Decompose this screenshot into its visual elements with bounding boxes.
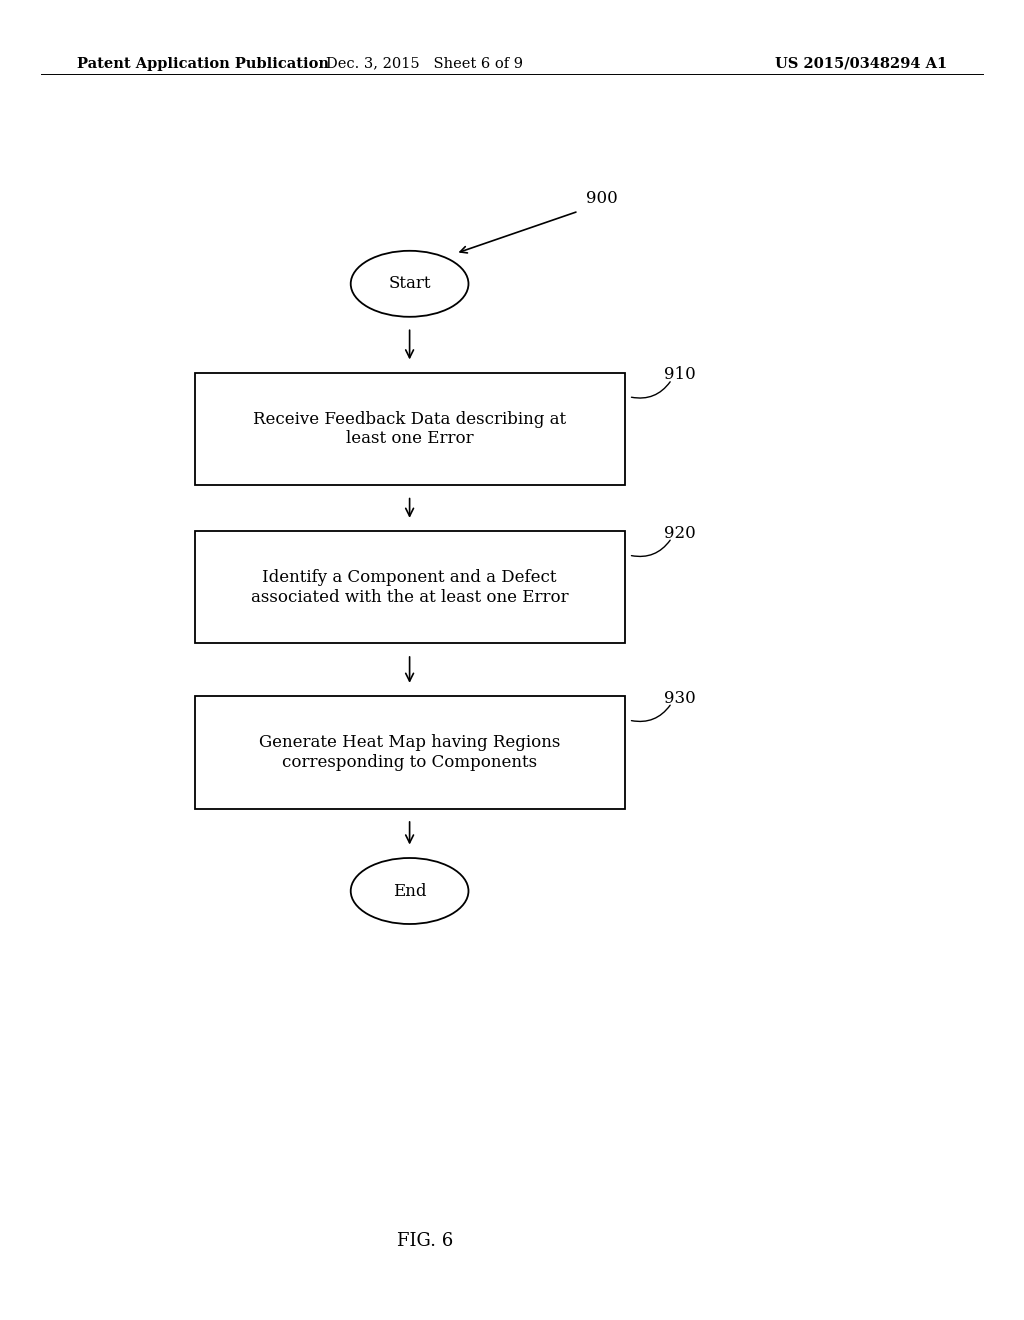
Text: US 2015/0348294 A1: US 2015/0348294 A1 xyxy=(775,57,947,71)
Text: FIG. 6: FIG. 6 xyxy=(397,1232,453,1250)
Text: 900: 900 xyxy=(586,190,617,207)
Bar xyxy=(195,372,625,484)
Text: Receive Feedback Data describing at
least one Error: Receive Feedback Data describing at leas… xyxy=(253,411,566,447)
Text: Identify a Component and a Defect
associated with the at least one Error: Identify a Component and a Defect associ… xyxy=(251,569,568,606)
Text: Patent Application Publication: Patent Application Publication xyxy=(77,57,329,71)
Text: 920: 920 xyxy=(664,524,695,541)
Bar xyxy=(195,531,625,643)
Ellipse shape xyxy=(350,858,469,924)
Text: 930: 930 xyxy=(664,689,695,706)
Bar xyxy=(195,697,625,808)
Text: Generate Heat Map having Regions
corresponding to Components: Generate Heat Map having Regions corresp… xyxy=(259,734,560,771)
Text: Dec. 3, 2015   Sheet 6 of 9: Dec. 3, 2015 Sheet 6 of 9 xyxy=(327,57,523,71)
Text: End: End xyxy=(393,883,426,899)
Text: Start: Start xyxy=(388,276,431,292)
Text: 910: 910 xyxy=(664,366,695,383)
Ellipse shape xyxy=(350,251,469,317)
